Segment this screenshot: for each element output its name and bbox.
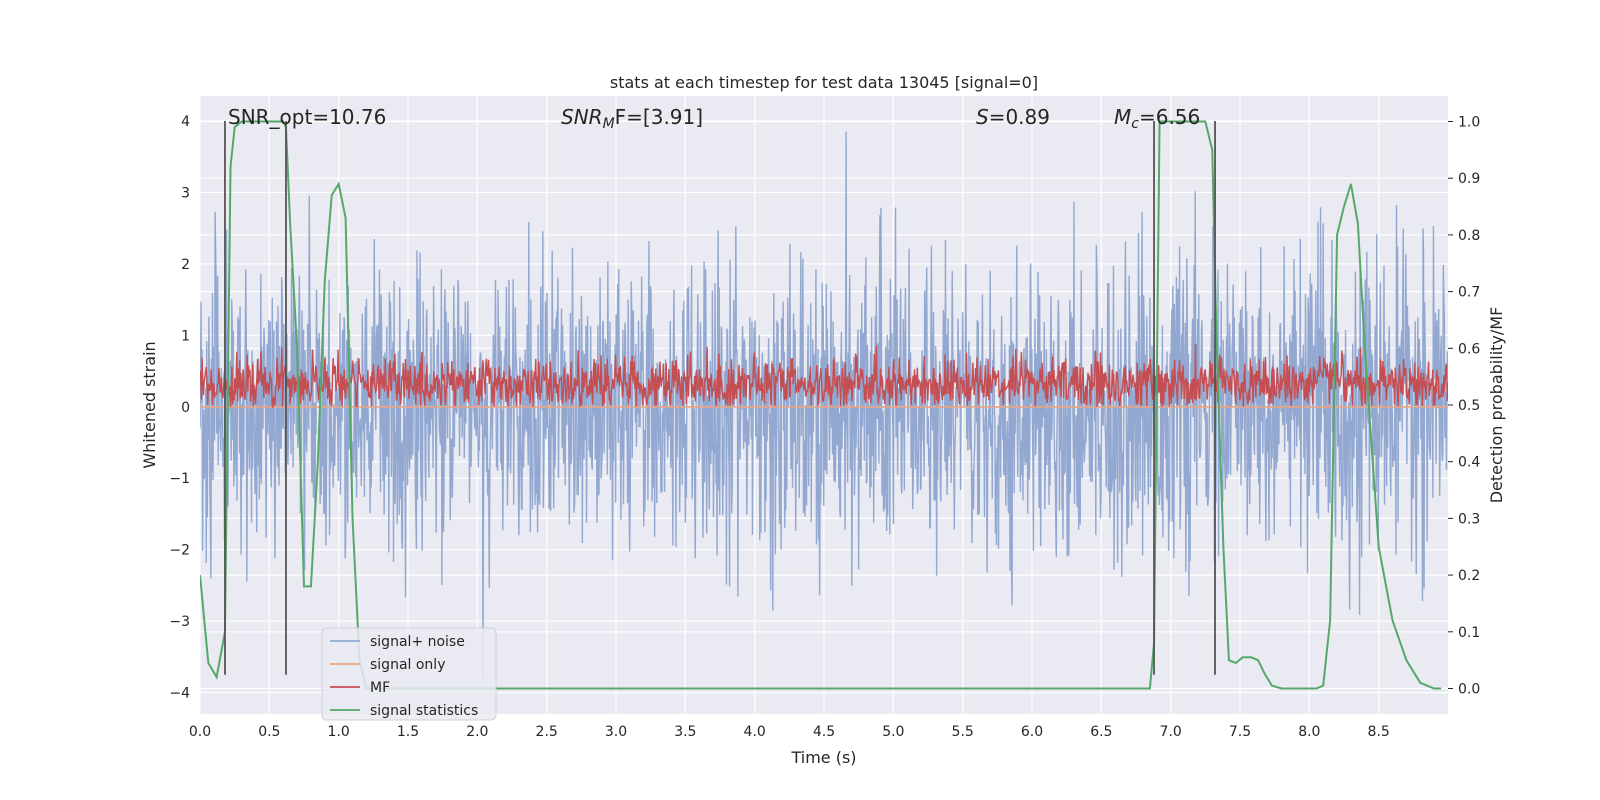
y-tick-label: 4 <box>181 114 190 130</box>
x-tick-label: 0.0 <box>189 724 211 740</box>
x-tick-label: 0.5 <box>258 724 280 740</box>
y-tick-label: 2 <box>181 257 190 273</box>
y2-tick-label: 0.4 <box>1458 455 1480 471</box>
x-tick-label: 8.5 <box>1368 724 1390 740</box>
y2-tick-labels: 0.0 0.1 0.2 0.3 0.4 0.5 0.6 0.7 0.8 0.9 1.0 <box>1448 115 1480 697</box>
y2-tick-label: 0.3 <box>1458 511 1480 527</box>
legend-label-mf: MF <box>370 680 390 696</box>
y-tick-label: 3 <box>181 185 190 201</box>
series-signal-statistics <box>200 120 1442 690</box>
x-tick-labels: 0.0 0.5 1.0 1.5 2.0 2.5 3.0 3.5 4.0 4.5 5.0 5.5 6.0 6… <box>189 724 1390 740</box>
x-tick-label: 5.0 <box>882 724 904 740</box>
x-tick-label: 7.0 <box>1160 724 1182 740</box>
annotation-mc-sub: c <box>1131 116 1139 132</box>
data-layer <box>200 120 1448 690</box>
chart-title: stats at each timestep for test data 130… <box>610 73 1038 92</box>
legend-label-signal-only: signal only <box>370 657 445 673</box>
y2-tick-label: 1.0 <box>1458 115 1480 131</box>
x-tick-label: 4.0 <box>744 724 766 740</box>
x-tick-label: 7.5 <box>1229 724 1251 740</box>
legend-box <box>321 627 497 721</box>
x-tick-label: 2.5 <box>536 724 558 740</box>
annotation-mc: Mc=6.56 <box>1114 105 1200 132</box>
y2-tick-label: 0.0 <box>1458 681 1480 697</box>
x-tick-label: 8.0 <box>1298 724 1320 740</box>
x-axis-label: Time (s) <box>790 748 856 767</box>
annotation-s-main: S <box>976 105 989 129</box>
x-tick-label: 6.0 <box>1021 724 1043 740</box>
x-tick-label: 3.0 <box>605 724 627 740</box>
annotation-snr-opt: SNR_opt=10.76 <box>228 105 386 129</box>
y2-tick-label: 0.8 <box>1458 228 1480 244</box>
y2-tick-label: 0.9 <box>1458 171 1480 187</box>
y2-tick-label: 0.7 <box>1458 285 1480 301</box>
y-tick-labels: −4 −3 −2 −1 0 1 2 3 4 <box>169 114 190 702</box>
y2-tick-label: 0.6 <box>1458 341 1480 357</box>
x-tick-label: 1.0 <box>328 724 350 740</box>
annotation-snr-mf: SNRMF=[3.91] <box>561 105 703 132</box>
y-tick-label: −4 <box>169 686 190 702</box>
vertical-marker-lines <box>224 121 1216 675</box>
y-axis-label: Whitened strain <box>140 341 159 468</box>
y-tick-label: −3 <box>169 614 190 630</box>
y-tick-label: 1 <box>181 328 190 344</box>
annotation-s-rest: =0.89 <box>989 105 1050 129</box>
annotation-mc-rest: =6.56 <box>1139 105 1200 129</box>
legend: signal+ noise signal only MF signal stat… <box>321 627 497 721</box>
x-tick-label: 5.5 <box>952 724 974 740</box>
y-tick-label: −2 <box>169 543 190 559</box>
legend-label-signal-statistics: signal statistics <box>370 703 478 719</box>
legend-label-signal-noise: signal+ noise <box>370 634 465 650</box>
y2-tick-label: 0.1 <box>1458 625 1480 641</box>
y2-tick-label: 0.5 <box>1458 398 1480 414</box>
annotation-s: S=0.89 <box>976 105 1050 129</box>
x-tick-label: 3.5 <box>674 724 696 740</box>
y2-axis-label: Detection probability/MF <box>1487 307 1506 504</box>
series-mf <box>200 344 1448 410</box>
annotation-snr-mf-main: SNR <box>561 105 603 129</box>
x-tick-label: 6.5 <box>1090 724 1112 740</box>
x-tick-label: 1.5 <box>397 724 419 740</box>
annotation-snr-mf-rest: F=[3.91] <box>615 105 703 129</box>
x-tick-label: 4.5 <box>813 724 835 740</box>
y-tick-label: −1 <box>169 471 190 487</box>
annotation-mc-main: M <box>1114 105 1131 129</box>
y-tick-label: 0 <box>181 400 190 416</box>
y2-tick-label: 0.2 <box>1458 568 1480 584</box>
annotation-snr-mf-sub: M <box>603 116 615 132</box>
x-tick-label: 2.0 <box>466 724 488 740</box>
